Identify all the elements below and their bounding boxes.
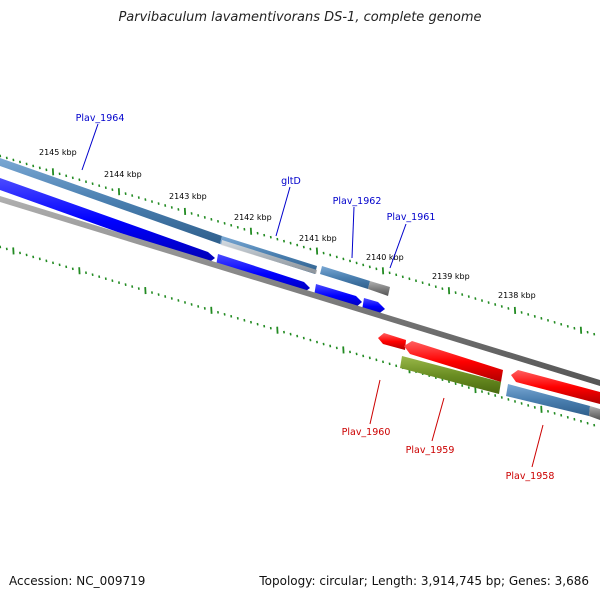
reverse-gene-track xyxy=(400,356,600,420)
kbp-label: 2139 kbp xyxy=(432,272,470,281)
kbp-label: 2138 kbp xyxy=(498,291,536,300)
gene-bar-end xyxy=(589,406,600,420)
gene-label-plav-1960[interactable]: Plav_1960 xyxy=(342,427,391,438)
kbp-label: 2142 kbp xyxy=(234,213,272,222)
leader-line xyxy=(351,206,355,259)
kbp-label: 2141 kbp xyxy=(299,234,337,243)
genome-backbone xyxy=(0,196,600,386)
cds-arrow[interactable] xyxy=(0,178,215,264)
position-ticks-upper xyxy=(0,154,596,336)
genome-summary-text: Topology: circular; Length: 3,914,745 bp… xyxy=(259,574,589,588)
position-labels: 2145 kbp 2144 kbp 2143 kbp 2142 kbp 2141… xyxy=(39,148,536,300)
leader-line xyxy=(531,424,544,468)
gene-label-plav-1959[interactable]: Plav_1959 xyxy=(406,445,455,456)
gene-bar-plav-1958[interactable] xyxy=(506,384,590,416)
map-title: Parvibaculum lavamentivorans DS-1, compl… xyxy=(118,10,482,25)
kbp-label: 2145 kbp xyxy=(39,148,77,157)
leader-line xyxy=(369,379,381,425)
kbp-label: 2143 kbp xyxy=(169,192,207,201)
position-ticks-lower xyxy=(0,245,596,427)
gene-bar-plav-1962[interactable] xyxy=(320,266,370,289)
gene-label-plav-1962[interactable]: Plav_1962 xyxy=(333,196,382,207)
gene-bar-plav-1961[interactable] xyxy=(368,281,390,296)
accession-text: Accession: NC_009719 xyxy=(9,574,146,588)
leader-line xyxy=(81,123,99,171)
leader-line xyxy=(389,223,407,269)
forward-gene-labels: Plav_1964 gltD Plav_1962 Plav_1961 xyxy=(76,113,436,269)
gene-label-gltd[interactable]: gltD xyxy=(281,176,301,187)
kbp-label: 2140 kbp xyxy=(366,253,404,262)
gene-label-plav-1961[interactable]: Plav_1961 xyxy=(387,212,436,223)
gene-bar-plav-1959[interactable] xyxy=(400,356,501,394)
reverse-cds-track xyxy=(378,333,600,404)
leader-line xyxy=(275,186,291,237)
cds-arrow[interactable] xyxy=(378,333,406,350)
cds-arrow[interactable] xyxy=(404,341,503,382)
gene-bar-gltd-highlight xyxy=(221,240,317,274)
cds-arrow[interactable] xyxy=(511,370,600,404)
cds-arrow[interactable] xyxy=(314,284,362,308)
leader-line xyxy=(431,397,445,442)
kbp-label: 2144 kbp xyxy=(104,170,142,179)
gene-bar-plav-1964[interactable] xyxy=(0,158,222,244)
gene-label-plav-1964[interactable]: Plav_1964 xyxy=(76,113,125,124)
forward-gene-track xyxy=(0,158,390,296)
reverse-gene-labels: Plav_1960 Plav_1959 Plav_1958 xyxy=(342,379,555,482)
gene-label-plav-1958[interactable]: Plav_1958 xyxy=(506,471,555,482)
